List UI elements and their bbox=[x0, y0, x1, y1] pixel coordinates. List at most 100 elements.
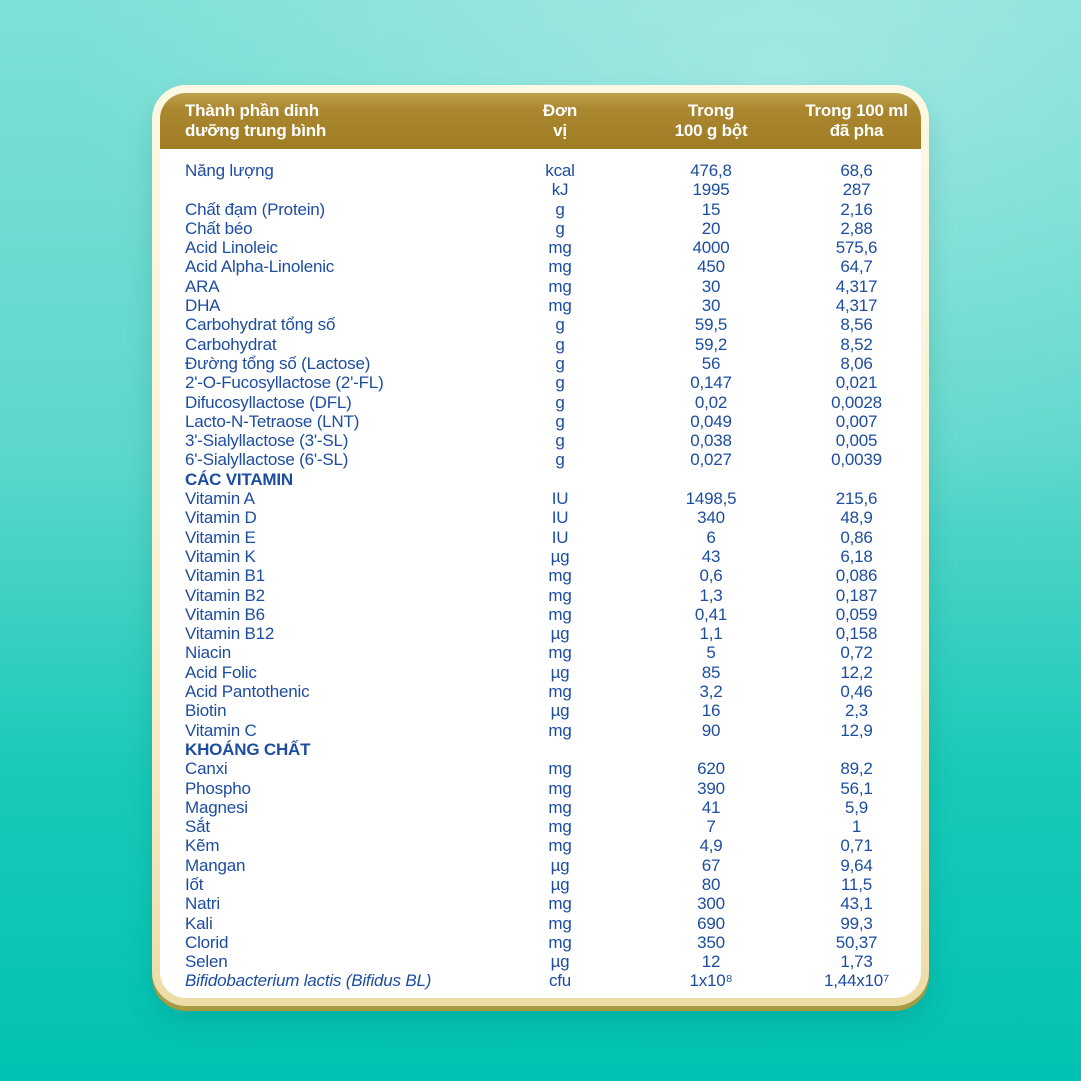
per-100g-value: 3,2 bbox=[699, 682, 723, 702]
per-100g-value: 85 bbox=[701, 662, 721, 682]
unit-value: mg bbox=[548, 296, 572, 316]
per-100g-value: 59,2 bbox=[694, 334, 728, 354]
nutrient-label: Vitamin B2 bbox=[185, 585, 265, 605]
nutrient-label: Natri bbox=[185, 894, 220, 914]
unit-value: mg bbox=[548, 759, 572, 779]
per-100ml-value: 8,56 bbox=[840, 315, 873, 335]
nutrient-row: Kẽm mg 4,9 0,71 bbox=[160, 836, 921, 855]
per-100g-value: 340 bbox=[697, 508, 725, 528]
header-per-100g-column: Trong 100 g bột bbox=[674, 101, 748, 140]
nutrient-row: Vitamin D IU 340 48,9 bbox=[160, 508, 921, 527]
per-100g-value bbox=[630, 740, 792, 759]
per-100g-value: 12 bbox=[701, 952, 721, 972]
per-100g-value: 6 bbox=[706, 527, 716, 547]
nutrient-row: DHA mg 30 4,317 bbox=[160, 296, 921, 315]
per-100g-value: 1,3 bbox=[699, 585, 723, 605]
per-100ml-value: 89,2 bbox=[840, 759, 873, 779]
unit-value: mg bbox=[548, 817, 572, 837]
per-100ml-value: 0,086 bbox=[835, 566, 878, 586]
unit-value: g bbox=[555, 334, 565, 354]
nutrient-row: 2'-O-Fucosyllactose (2'-FL) g 0,147 0,021 bbox=[160, 373, 921, 392]
per-100ml-value: 0,059 bbox=[835, 604, 878, 624]
per-100g-value: 41 bbox=[701, 797, 721, 817]
unit-value: g bbox=[555, 450, 565, 470]
nutrient-row: Đường tổng số (Lactose) g 56 8,06 bbox=[160, 354, 921, 373]
per-100g-value: 0,6 bbox=[699, 566, 723, 586]
per-100ml-value: 56,1 bbox=[840, 778, 873, 798]
per-100g-value: 20 bbox=[701, 218, 721, 238]
nutrient-label: Difucosyllactose (DFL) bbox=[185, 392, 352, 412]
per-100g-value bbox=[630, 470, 792, 489]
per-100ml-value: 287 bbox=[842, 180, 871, 200]
nutrient-label: DHA bbox=[185, 296, 221, 316]
nutrient-label: Acid Linoleic bbox=[185, 238, 278, 258]
per-100ml-value: 4,317 bbox=[835, 296, 878, 316]
unit-value: µg bbox=[550, 624, 570, 644]
header-unit-column: Đơn vị bbox=[542, 101, 578, 140]
nutrient-row: Carbohydrat g 59,2 8,52 bbox=[160, 335, 921, 354]
nutrient-label: Acid Pantothenic bbox=[185, 682, 310, 702]
unit-value: µg bbox=[550, 874, 570, 894]
unit-value: mg bbox=[548, 643, 572, 663]
unit-value: kJ bbox=[551, 180, 569, 200]
nutrient-label: Vitamin B1 bbox=[185, 566, 265, 586]
per-100ml-value: 1 bbox=[851, 817, 862, 837]
nutrient-row: Clorid mg 350 50,37 bbox=[160, 933, 921, 952]
per-100ml-value: 50,37 bbox=[835, 932, 878, 952]
per-100g-value: 620 bbox=[697, 759, 725, 779]
nutrient-row: Acid Linoleic mg 4000 575,6 bbox=[160, 238, 921, 257]
per-100g-value: 67 bbox=[701, 855, 721, 875]
unit-value: g bbox=[555, 373, 565, 393]
nutrient-row: Difucosyllactose (DFL) g 0,02 0,0028 bbox=[160, 393, 921, 412]
per-100g-value: 1995 bbox=[692, 180, 730, 200]
nutrient-row: Vitamin B2 mg 1,3 0,187 bbox=[160, 586, 921, 605]
unit-value: cfu bbox=[548, 971, 572, 991]
nutrient-row: Acid Alpha-Linolenic mg 450 64,7 bbox=[160, 257, 921, 276]
per-100g-value: 4000 bbox=[692, 238, 730, 258]
nutrient-label bbox=[160, 180, 490, 199]
per-100g-value: 300 bbox=[697, 894, 725, 914]
per-100g-value: 7 bbox=[706, 817, 716, 837]
nutrient-row: Biotin µg 16 2,3 bbox=[160, 701, 921, 720]
per-100ml-value: 0,86 bbox=[840, 527, 873, 547]
nutrient-label: Clorid bbox=[185, 932, 229, 952]
unit-value: mg bbox=[548, 894, 572, 914]
nutrient-row: Iốt µg 80 11,5 bbox=[160, 875, 921, 894]
nutrient-row: Carbohydrat tổng số g 59,5 8,56 bbox=[160, 315, 921, 334]
per-100g-value: 5 bbox=[706, 643, 716, 663]
nutrient-label: Magnesi bbox=[185, 797, 248, 817]
unit-value: mg bbox=[548, 932, 572, 952]
per-100ml-value: 48,9 bbox=[840, 508, 873, 528]
unit-value: mg bbox=[548, 682, 572, 702]
nutrient-row: Vitamin B1 mg 0,6 0,086 bbox=[160, 566, 921, 585]
nutrient-row: Vitamin C mg 90 12,9 bbox=[160, 721, 921, 740]
nutrient-row: ARA mg 30 4,317 bbox=[160, 277, 921, 296]
unit-value: mg bbox=[548, 257, 572, 277]
header-per-100ml-column: Trong 100 ml đã pha bbox=[805, 101, 908, 140]
per-100g-value: 30 bbox=[701, 276, 721, 296]
nutrient-row: 3'-Sialyllactose (3'-SL) g 0,038 0,005 bbox=[160, 431, 921, 450]
nutrient-row: Niacin mg 5 0,72 bbox=[160, 643, 921, 662]
per-100g-value: 476,8 bbox=[690, 161, 732, 180]
per-100ml-value: 11,5 bbox=[840, 874, 873, 894]
per-100g-value: 16 bbox=[701, 701, 721, 721]
nutrient-row: Vitamin A IU 1498,5 215,6 bbox=[160, 489, 921, 508]
per-100g-value: 350 bbox=[697, 932, 725, 952]
per-100g-value: 1x10⁸ bbox=[689, 971, 733, 991]
per-100ml-value: 8,52 bbox=[840, 334, 873, 354]
unit-value: g bbox=[555, 392, 565, 412]
per-100ml-value: 6,18 bbox=[840, 546, 873, 566]
per-100g-value: 1,1 bbox=[699, 624, 723, 644]
per-100ml-value: 575,6 bbox=[835, 238, 878, 258]
nutrient-label: Vitamin A bbox=[185, 489, 255, 509]
per-100ml-value: 0,158 bbox=[835, 624, 878, 644]
unit-value bbox=[490, 470, 630, 489]
unit-value: g bbox=[555, 315, 565, 335]
nutrient-row: Phospho mg 390 56,1 bbox=[160, 779, 921, 798]
nutrient-label: Canxi bbox=[185, 759, 228, 779]
nutrient-label: Niacin bbox=[185, 643, 232, 663]
per-100g-value: 4,9 bbox=[699, 836, 723, 856]
per-100ml-value: 5,9 bbox=[844, 797, 869, 817]
per-100ml-value: 0,46 bbox=[840, 682, 873, 702]
section-row: CÁC VITAMIN bbox=[160, 470, 921, 489]
